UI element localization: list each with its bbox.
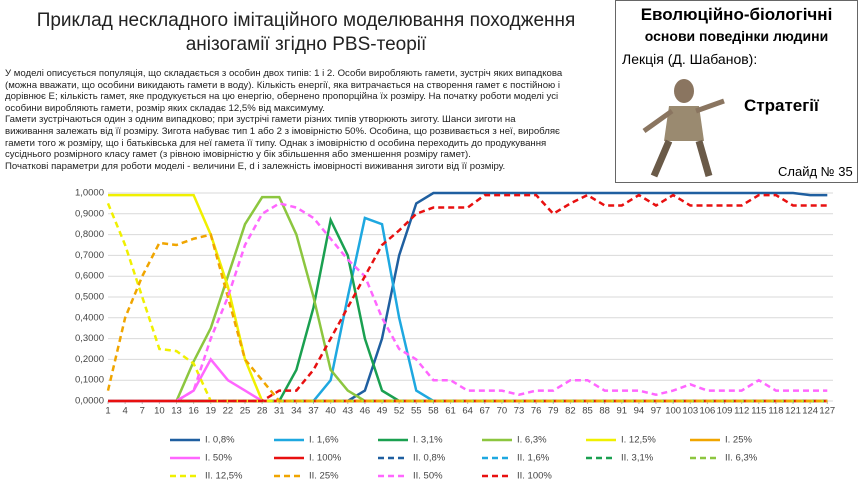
x-tick-label: 52 bbox=[394, 406, 405, 417]
y-tick-label: 0,4000 bbox=[75, 312, 104, 323]
x-tick-label: 31 bbox=[274, 406, 285, 417]
legend-label: II. 12,5% bbox=[205, 471, 243, 482]
x-tick-label: 43 bbox=[342, 406, 353, 417]
x-tick-label: 106 bbox=[699, 406, 715, 417]
x-tick-label: 76 bbox=[531, 406, 542, 417]
x-tick-label: 100 bbox=[665, 406, 681, 417]
x-tick-label: 88 bbox=[599, 406, 610, 417]
x-tick-label: 49 bbox=[377, 406, 388, 417]
x-tick-label: 70 bbox=[497, 406, 508, 417]
x-tick-label: 127 bbox=[819, 406, 835, 417]
x-tick-label: 4 bbox=[122, 406, 127, 417]
description-line: Гамети зустрічаються один з одним випадк… bbox=[5, 114, 516, 126]
legend-label: I. 100% bbox=[309, 453, 342, 464]
legend-label: II. 3,1% bbox=[621, 453, 654, 464]
description-line: виживання залежать від її розміру. Зигот… bbox=[5, 125, 560, 137]
plot-background bbox=[78, 185, 848, 430]
y-tick-label: 0,6000 bbox=[75, 271, 104, 282]
x-tick-label: 124 bbox=[802, 406, 818, 417]
x-tick-label: 22 bbox=[223, 406, 234, 417]
x-tick-label: 94 bbox=[634, 406, 645, 417]
x-tick-label: 67 bbox=[479, 406, 490, 417]
x-tick-label: 118 bbox=[768, 406, 783, 417]
series-line bbox=[106, 233, 828, 403]
y-tick-label: 0,0000 bbox=[75, 396, 104, 407]
legend-label: II. 25% bbox=[309, 471, 339, 482]
x-tick-label: 85 bbox=[582, 406, 593, 417]
legend-label: I. 12,5% bbox=[621, 435, 656, 446]
x-tick-label: 16 bbox=[188, 406, 199, 417]
x-tick-label: 25 bbox=[240, 406, 251, 417]
x-tick-label: 91 bbox=[616, 406, 627, 417]
description-line: гамети того ж розміру, що і батьківська … bbox=[5, 137, 547, 149]
x-tick-label: 115 bbox=[751, 406, 766, 417]
y-tick-label: 0,2000 bbox=[75, 354, 104, 365]
x-tick-label: 82 bbox=[565, 406, 576, 417]
chart: 0,0000 0,1000 0,2000 0,3000 0,4000 0,5000 0,60… bbox=[75, 185, 848, 482]
y-tick-label: 1,0000 bbox=[75, 188, 104, 199]
y-tick-label: 0,8000 bbox=[75, 229, 104, 240]
y-tick-label: 0,3000 bbox=[75, 333, 104, 344]
legend-label: I. 0,8% bbox=[205, 435, 235, 446]
description-line: (можна вважати, що особини викидають гам… bbox=[5, 79, 561, 91]
legend-label: I. 50% bbox=[205, 453, 232, 464]
x-tick-label: 13 bbox=[171, 406, 182, 417]
x-tick-label: 28 bbox=[257, 406, 268, 417]
x-tick-label: 19 bbox=[205, 406, 216, 417]
lecture: Лекція (Д. Шабанов): bbox=[622, 51, 758, 67]
x-tick-label: 61 bbox=[445, 406, 456, 417]
x-tick-label: 112 bbox=[734, 406, 749, 417]
series-line bbox=[108, 193, 828, 403]
x-tick-label: 1 bbox=[105, 406, 110, 417]
legend-label: I. 6,3% bbox=[517, 435, 547, 446]
legend-label: II. 6,3% bbox=[725, 453, 758, 464]
y-tick-label: 0,9000 bbox=[75, 208, 104, 219]
slide-number: Слайд № 35 bbox=[778, 164, 853, 179]
description-line: Початкові параметри для роботи моделі - … bbox=[5, 160, 506, 172]
x-tick-label: 40 bbox=[325, 406, 336, 417]
x-tick-label: 34 bbox=[291, 406, 302, 417]
description: У моделі описується популяція, що склада… bbox=[5, 68, 610, 172]
x-tick-label: 121 bbox=[785, 406, 801, 417]
description-line: сусіднього розмірного класу гамет (з рів… bbox=[5, 149, 471, 161]
legend-label: II. 1,6% bbox=[517, 453, 550, 464]
y-tick-label: 0,5000 bbox=[75, 292, 104, 303]
description-line: дорівнює E; кількість гамет, яке продуку… bbox=[5, 91, 559, 103]
x-tick-label: 79 bbox=[548, 406, 559, 417]
panel-subtitle: основи поведінки людини bbox=[644, 28, 829, 44]
legend-label: II. 50% bbox=[413, 471, 443, 482]
title-line: Приклад нескладного імітаційного моделюв… bbox=[36, 10, 576, 31]
x-tick-label: 97 bbox=[651, 406, 662, 417]
legend-label: II. 100% bbox=[517, 471, 552, 482]
x-tick-label: 109 bbox=[717, 406, 733, 417]
x-tick-label: 46 bbox=[360, 406, 371, 417]
x-tick-label: 103 bbox=[682, 406, 698, 417]
description-line: особини виробляють гамети, розмір яких с… bbox=[5, 102, 325, 114]
x-tick-label: 58 bbox=[428, 406, 439, 417]
x-tick-label: 73 bbox=[514, 406, 525, 417]
legend-label: I. 3,1% bbox=[413, 435, 443, 446]
legend-label: II. 0,8% bbox=[413, 453, 446, 464]
x-tick-label: 64 bbox=[462, 406, 473, 417]
x-tick-label: 55 bbox=[411, 406, 422, 417]
y-tick-label: 0,1000 bbox=[75, 375, 104, 386]
legend-label: I. 25% bbox=[725, 435, 752, 446]
x-tick-label: 37 bbox=[308, 406, 319, 417]
y-tick-label: 0,7000 bbox=[75, 250, 104, 261]
figure-illustration bbox=[642, 79, 725, 178]
topic: Стратегії bbox=[744, 96, 819, 115]
x-tick-label: 10 bbox=[154, 406, 165, 417]
panel-title: Еволюційно-біологічні bbox=[640, 5, 833, 24]
legend-label: I. 1,6% bbox=[309, 435, 339, 446]
lecture-panel: Еволюційно-біологічні основи поведінки л… bbox=[615, 0, 858, 183]
description-line: У моделі описується популяція, що склада… bbox=[5, 68, 563, 79]
x-tick-label: 7 bbox=[140, 406, 145, 417]
title-line: анізогамії згідно PBS-теорії bbox=[185, 34, 427, 55]
